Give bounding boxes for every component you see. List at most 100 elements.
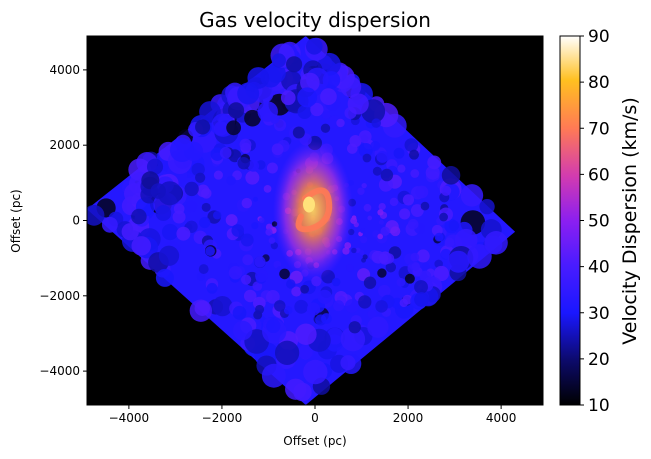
- spatial-bin: [201, 202, 211, 212]
- colorbar-ticks: 10 20 30 40 50 60 70 80 90: [580, 27, 610, 416]
- spatial-bin: [237, 157, 250, 170]
- spatial-bin: [376, 150, 389, 163]
- x-tick-label: −2000: [202, 411, 243, 425]
- spatial-bin: [121, 223, 139, 241]
- spatial-bin: [195, 119, 211, 135]
- spatial-bin: [155, 268, 174, 287]
- spatial-bin: [340, 326, 366, 352]
- spatial-bin: [150, 183, 166, 199]
- y-axis-ticks: −4000 −2000 0 2000 4000: [39, 63, 87, 378]
- spatial-bin: [265, 223, 273, 231]
- spatial-bin: [131, 208, 147, 225]
- spatial-bin: [213, 170, 223, 180]
- spatial-bin: [158, 245, 180, 266]
- spatial-bin: [232, 320, 253, 341]
- spatial-bin: [467, 244, 492, 269]
- spatial-bin: [173, 203, 185, 215]
- spatial-bin: [280, 90, 296, 106]
- spatial-bin: [245, 170, 260, 185]
- spatial-bin: [185, 200, 198, 213]
- spatial-bin: [195, 172, 206, 183]
- spatial-bin: [261, 363, 286, 388]
- spatial-bin: [377, 268, 387, 278]
- y-tick-label: 2000: [49, 138, 80, 152]
- spatial-bin: [362, 254, 368, 260]
- spatial-bin: [286, 56, 303, 73]
- spatial-bin: [268, 237, 276, 244]
- spatial-bin: [306, 302, 321, 316]
- spatial-bin: [247, 160, 260, 172]
- spatial-bin: [101, 216, 118, 233]
- spatial-bin: [358, 295, 372, 309]
- spatial-bin: [169, 137, 195, 163]
- spatial-bin: [271, 53, 286, 68]
- spatial-bin: [231, 224, 245, 237]
- spatial-bin: [351, 247, 357, 254]
- spatial-bin: [300, 284, 310, 294]
- spatial-bin: [367, 215, 373, 221]
- spatial-bin: [361, 182, 367, 189]
- spatial-bin: [371, 118, 381, 128]
- y-tick-label: 0: [72, 214, 80, 228]
- spatial-bin: [294, 299, 309, 314]
- spatial-bin: [346, 143, 358, 154]
- spatial-bin: [297, 105, 312, 120]
- spatial-bin: [367, 309, 377, 319]
- spatial-bin: [212, 296, 233, 317]
- spatial-bin: [434, 232, 444, 242]
- spatial-bin: [146, 158, 164, 175]
- spatial-bin: [448, 220, 460, 231]
- spatial-bin: [357, 187, 365, 196]
- y-tick-label: 4000: [49, 63, 80, 77]
- spatial-bin: [252, 281, 263, 292]
- spatial-bin: [416, 249, 430, 263]
- spatial-bin: [439, 212, 448, 222]
- spatial-bin: [358, 130, 372, 144]
- spatial-bin: [176, 226, 191, 241]
- spatial-bin: [279, 268, 290, 280]
- spatial-bin: [205, 246, 215, 257]
- x-tick-label: 0: [311, 411, 319, 425]
- spatial-bin: [372, 166, 382, 176]
- colorbar-tick-label: 20: [588, 350, 610, 370]
- spatial-bin: [271, 143, 284, 156]
- nucleus-peak: [303, 196, 315, 213]
- spatial-bin: [243, 289, 257, 303]
- spatial-bin: [363, 276, 377, 289]
- spatial-bin: [411, 262, 421, 271]
- spatial-bin: [270, 242, 278, 250]
- colorbar-label: Velocity Dispersion (km/s): [619, 97, 641, 344]
- spatial-bin: [212, 210, 222, 220]
- spatial-bin: [266, 318, 281, 334]
- y-axis-label: Offset (pc): [9, 189, 23, 252]
- spatial-bin: [161, 223, 179, 241]
- spatial-bin: [155, 205, 172, 221]
- spatial-bin: [360, 236, 368, 244]
- spatial-bin: [274, 300, 286, 312]
- colorbar-tick-label: 60: [588, 165, 610, 185]
- spatial-bin: [414, 292, 429, 307]
- spatial-bin: [375, 300, 388, 313]
- colorbar-tick-label: 70: [588, 119, 610, 139]
- central-ring: [295, 187, 333, 233]
- spatial-bin: [87, 204, 105, 226]
- spatial-bin: [291, 286, 302, 297]
- spatial-bin: [196, 272, 206, 281]
- spatial-bin: [377, 209, 384, 216]
- x-tick-label: 4000: [486, 411, 517, 425]
- spatial-bin: [358, 142, 373, 158]
- spatial-bin: [257, 101, 278, 122]
- spatial-bin: [479, 199, 495, 215]
- y-tick-label: −4000: [39, 364, 80, 378]
- spatial-bin: [441, 166, 461, 185]
- spatial-bin: [198, 264, 209, 274]
- spatial-bin: [427, 155, 442, 170]
- spatial-bin: [240, 274, 252, 285]
- spatial-bin: [378, 177, 393, 192]
- spatial-bin: [380, 168, 394, 182]
- spatial-bin: [340, 76, 362, 98]
- spatial-bin: [251, 222, 259, 230]
- spatial-bin: [421, 262, 430, 271]
- spatial-bin: [261, 180, 267, 186]
- spatial-bin: [232, 305, 247, 320]
